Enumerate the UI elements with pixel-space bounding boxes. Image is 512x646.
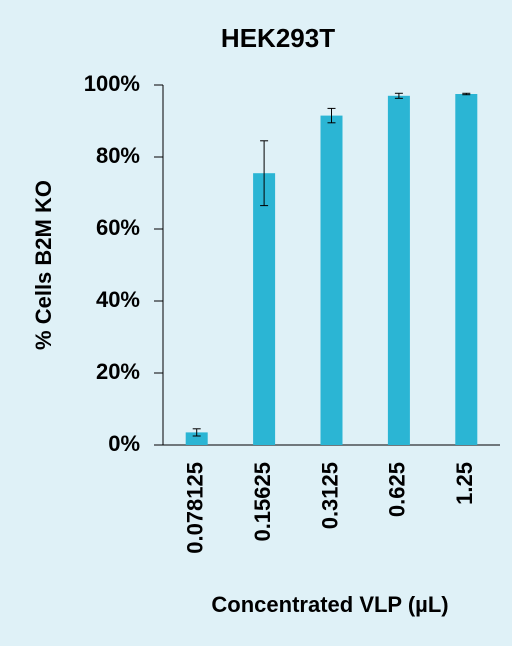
chart-title: HEK293T: [221, 23, 335, 53]
x-tick-label: 0.625: [385, 462, 410, 517]
error-bar: [192, 428, 201, 437]
y-tick-label: 80%: [96, 143, 140, 168]
bar: [387, 95, 410, 446]
y-tick-label: 20%: [96, 359, 140, 384]
bar: [253, 173, 276, 445]
x-tick-label: 0.078125: [183, 462, 208, 554]
x-tick-label: 1.25: [452, 462, 477, 505]
bar: [320, 115, 343, 445]
error-bar: [394, 92, 403, 99]
y-tick-label: 100%: [84, 71, 140, 96]
y-tick-label: 60%: [96, 215, 140, 240]
x-tick-label: 0.15625: [250, 462, 275, 542]
y-tick-label: 0%: [108, 431, 140, 456]
bar: [185, 432, 208, 445]
error-bar: [260, 140, 269, 207]
y-axis-title: % Cells B2M KO: [31, 180, 56, 350]
error-bar: [462, 92, 471, 96]
y-tick-label: 40%: [96, 287, 140, 312]
x-tick-label: 0.3125: [317, 462, 342, 529]
bar: [455, 94, 478, 445]
x-axis-title: Concentrated VLP (µL): [211, 592, 448, 617]
error-bar: [327, 107, 336, 124]
